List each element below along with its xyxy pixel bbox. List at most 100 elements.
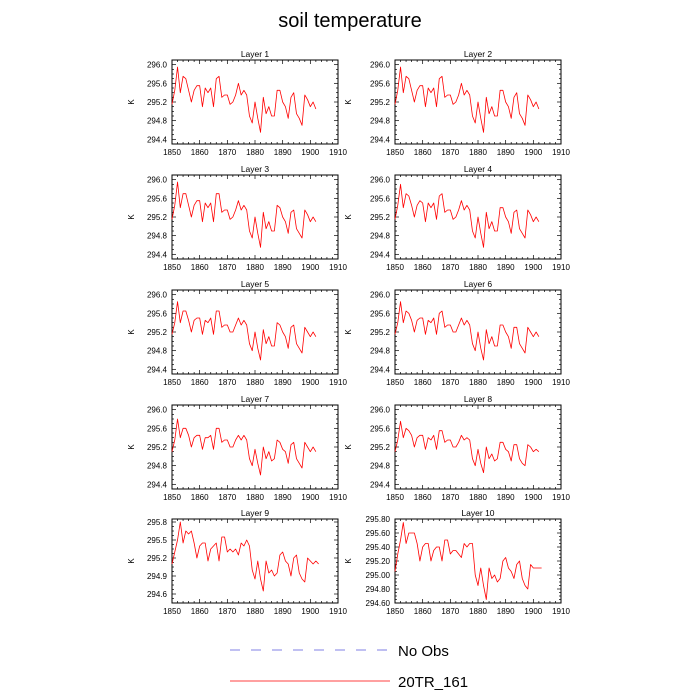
y-tick-label: 296.0 xyxy=(147,291,168,300)
legend-label: 20TR_161 xyxy=(398,674,468,691)
x-tick-label: 1860 xyxy=(191,148,209,157)
y-tick-label: 295.2 xyxy=(147,443,168,452)
x-tick-label: 1890 xyxy=(274,378,292,387)
x-tick-label: 1910 xyxy=(329,148,347,157)
y-tick-label: 294.4 xyxy=(370,135,391,144)
series-line-20tr-161 xyxy=(171,181,317,248)
y-tick-label: 295.6 xyxy=(370,309,391,318)
x-tick-label: 1880 xyxy=(469,607,487,616)
x-tick-label: 1890 xyxy=(497,263,515,272)
y-tick-label: 294.8 xyxy=(370,462,391,471)
x-tick-label: 1900 xyxy=(301,493,319,502)
x-tick-label: 1860 xyxy=(414,378,432,387)
y-tick-label: 294.80 xyxy=(366,585,391,594)
y-tick-label: 294.8 xyxy=(370,232,391,241)
y-tick-label: 296.0 xyxy=(370,176,391,185)
y-tick-label: 295.2 xyxy=(147,213,168,222)
y-tick-label: 294.4 xyxy=(370,365,391,374)
panel-grid: Layer 1 1850 1860 1870 1880 1890 1900 1910 294.4… xyxy=(127,49,570,616)
y-tick-label: 294.8 xyxy=(147,347,168,356)
x-tick-label: 1860 xyxy=(191,493,209,502)
x-tick-label: 1910 xyxy=(552,607,570,616)
y-tick-label: 295.2 xyxy=(370,213,391,222)
x-tick-label: 1900 xyxy=(524,493,542,502)
y-tick-label: 295.6 xyxy=(147,79,168,88)
x-tick-label: 1910 xyxy=(329,378,347,387)
x-tick-label: 1900 xyxy=(301,378,319,387)
y-tick-label: 295.6 xyxy=(370,424,391,433)
y-tick-label: 295.6 xyxy=(147,194,168,203)
x-tick-label: 1870 xyxy=(218,378,236,387)
x-tick-label: 1860 xyxy=(414,148,432,157)
x-tick-label: 1870 xyxy=(441,263,459,272)
y-tick-label: 294.60 xyxy=(366,599,391,608)
panel-title: Layer 9 xyxy=(241,508,270,518)
y-tick-label: 295.80 xyxy=(366,515,391,524)
x-tick-label: 1880 xyxy=(246,263,264,272)
x-tick-label: 1900 xyxy=(301,263,319,272)
x-tick-label: 1850 xyxy=(163,148,181,157)
y-tick-label: 296.0 xyxy=(147,406,168,415)
x-tick-label: 1880 xyxy=(469,263,487,272)
panel-layer-4: Layer 4 1850 1860 1870 1880 1890 1900 1910 294.4… xyxy=(344,164,570,272)
y-tick-label: 295.20 xyxy=(366,557,391,566)
y-tick-label: 295.2 xyxy=(147,328,168,337)
y-tick-label: 295.2 xyxy=(370,98,391,107)
panel-title: Layer 2 xyxy=(464,49,493,59)
y-axis-label: K xyxy=(127,214,136,220)
panel-title: Layer 8 xyxy=(464,394,493,404)
x-tick-label: 1900 xyxy=(524,378,542,387)
y-axis-label: K xyxy=(344,444,353,450)
series-line-20tr-161 xyxy=(394,522,542,600)
x-tick-label: 1860 xyxy=(414,493,432,502)
x-tick-label: 1850 xyxy=(163,607,181,616)
panel-title: Layer 7 xyxy=(241,394,270,404)
x-tick-label: 1890 xyxy=(274,148,292,157)
panel-layer-10: Layer 10 1850 1860 1870 1880 1890 1900 1910 294.… xyxy=(344,508,570,616)
figure-title: soil temperature xyxy=(278,10,421,32)
x-tick-label: 1900 xyxy=(524,148,542,157)
series-line-20tr-161 xyxy=(171,418,317,476)
series-line-20tr-161 xyxy=(171,301,317,361)
x-tick-label: 1910 xyxy=(552,148,570,157)
x-tick-label: 1890 xyxy=(274,607,292,616)
x-tick-label: 1910 xyxy=(329,493,347,502)
x-tick-label: 1870 xyxy=(441,378,459,387)
x-tick-label: 1850 xyxy=(163,493,181,502)
y-tick-label: 294.8 xyxy=(147,232,168,241)
y-tick-label: 295.6 xyxy=(370,79,391,88)
y-tick-label: 294.9 xyxy=(147,572,168,581)
panel-layer-2: Layer 2 1850 1860 1870 1880 1890 1900 1910 294.4… xyxy=(344,49,570,157)
x-tick-label: 1880 xyxy=(246,378,264,387)
panel-layer-8: Layer 8 1850 1860 1870 1880 1890 1900 1910 294.4… xyxy=(344,394,570,502)
x-tick-label: 1870 xyxy=(218,493,236,502)
y-tick-label: 294.4 xyxy=(147,365,168,374)
y-axis-label: K xyxy=(127,444,136,450)
y-tick-label: 295.2 xyxy=(147,98,168,107)
x-tick-label: 1860 xyxy=(414,263,432,272)
x-tick-label: 1900 xyxy=(524,263,542,272)
y-tick-label: 295.2 xyxy=(370,443,391,452)
panel-title: Layer 1 xyxy=(241,49,270,59)
x-tick-label: 1860 xyxy=(191,263,209,272)
x-tick-label: 1860 xyxy=(191,607,209,616)
x-tick-label: 1910 xyxy=(552,493,570,502)
panel-title: Layer 10 xyxy=(461,508,494,518)
x-tick-label: 1880 xyxy=(469,148,487,157)
series-line-20tr-161 xyxy=(394,183,540,248)
y-tick-label: 295.6 xyxy=(147,309,168,318)
x-tick-label: 1880 xyxy=(246,607,264,616)
panel-layer-9: Layer 9 1850 1860 1870 1880 1890 1900 1910 294.6… xyxy=(127,508,347,616)
y-tick-label: 294.4 xyxy=(370,250,391,259)
y-tick-label: 296.0 xyxy=(147,176,168,185)
x-tick-label: 1850 xyxy=(386,493,404,502)
x-tick-label: 1910 xyxy=(329,263,347,272)
series-line-20tr-161 xyxy=(171,521,319,592)
x-tick-label: 1850 xyxy=(386,148,404,157)
x-tick-label: 1870 xyxy=(218,263,236,272)
x-tick-label: 1890 xyxy=(497,148,515,157)
y-tick-label: 295.2 xyxy=(370,328,391,337)
y-tick-label: 294.6 xyxy=(147,590,168,599)
y-tick-label: 296.0 xyxy=(370,291,391,300)
y-tick-label: 294.8 xyxy=(147,117,168,126)
